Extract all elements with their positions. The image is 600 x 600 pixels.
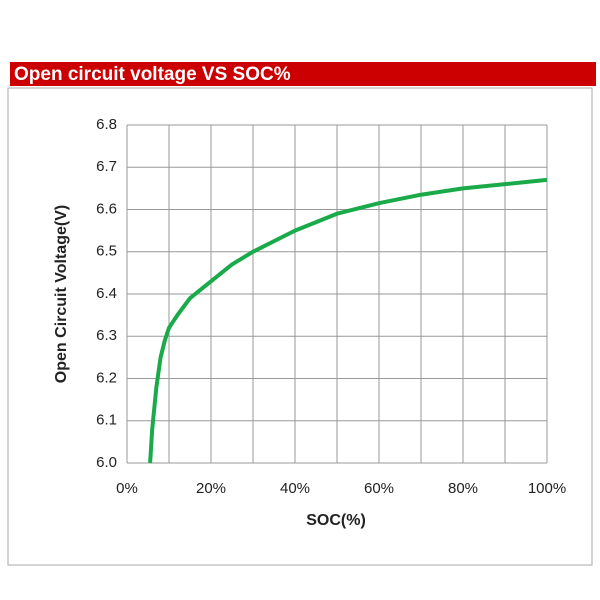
y-tick-label: 6.2 [96,369,117,386]
y-tick-label: 6.0 [96,454,117,471]
x-tick-label: 100% [528,480,566,497]
y-tick-label: 6.5 [96,243,117,260]
x-axis-label: SOC(%) [306,512,366,529]
y-axis-label: Open Circuit Voltage(V) [53,205,70,383]
x-tick-label: 20% [196,480,226,497]
data-line [148,177,548,464]
x-tick-label: 60% [364,480,394,497]
y-tick-label: 6.4 [96,285,117,302]
y-tick-label: 6.3 [96,327,117,344]
y-tick-label: 6.1 [96,412,117,429]
x-tick-label: 0% [116,480,138,497]
chart-frame [7,87,593,566]
y-tick-label: 6.6 [96,200,117,217]
y-tick-label: 6.8 [96,116,117,133]
x-tick-label: 40% [280,480,310,497]
y-tick-label: 6.7 [96,158,117,175]
x-tick-label: 80% [448,480,478,497]
chart-title: Open circuit voltage VS SOC% [14,64,291,85]
title-banner [10,62,596,86]
